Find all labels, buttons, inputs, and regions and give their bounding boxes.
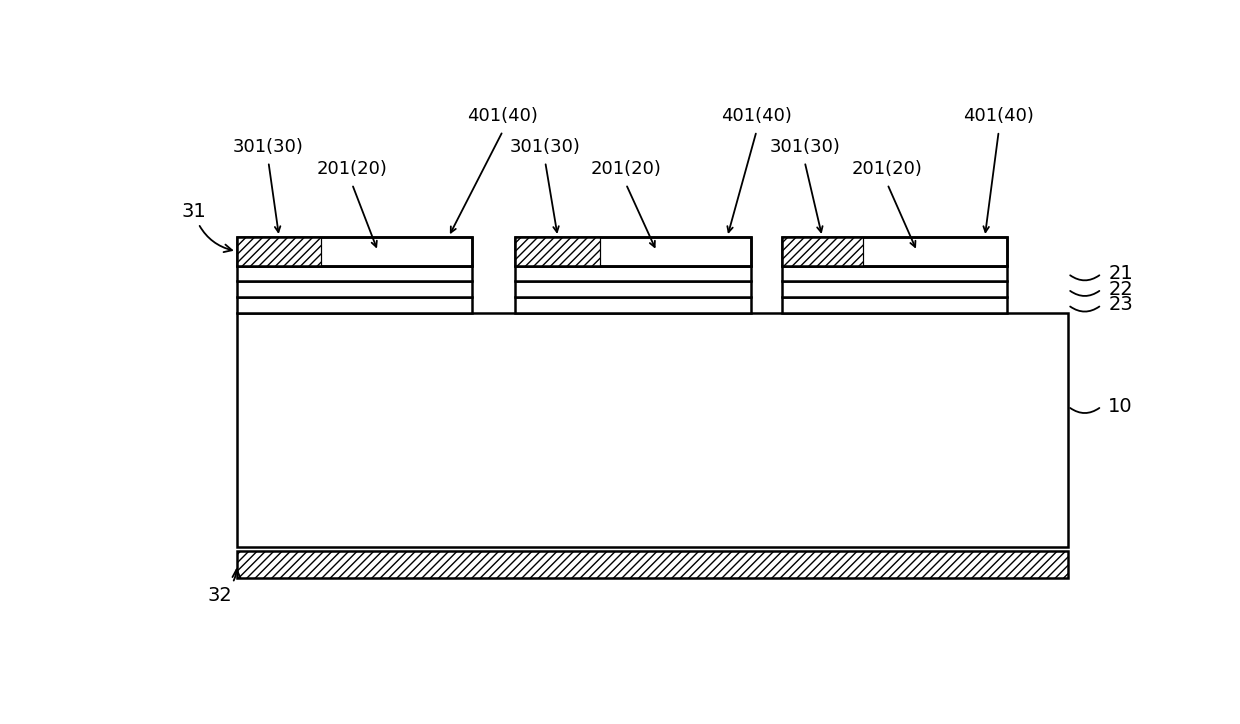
Bar bbox=[516, 237, 600, 266]
Text: 21: 21 bbox=[1109, 264, 1133, 283]
Bar bbox=[781, 282, 1007, 297]
Bar bbox=[237, 237, 472, 266]
Bar bbox=[237, 282, 472, 297]
Bar bbox=[781, 266, 1007, 282]
Text: 301(30): 301(30) bbox=[510, 138, 580, 156]
Bar bbox=[516, 282, 750, 297]
Text: 201(20): 201(20) bbox=[316, 160, 387, 178]
Bar bbox=[516, 237, 750, 266]
Text: 401(40): 401(40) bbox=[467, 107, 538, 125]
Bar bbox=[516, 297, 750, 313]
Text: 201(20): 201(20) bbox=[590, 160, 661, 178]
Bar bbox=[237, 297, 472, 313]
Text: 22: 22 bbox=[1109, 279, 1133, 299]
Text: 301(30): 301(30) bbox=[769, 138, 839, 156]
Text: 23: 23 bbox=[1109, 295, 1133, 314]
Bar bbox=[237, 551, 1068, 578]
Bar bbox=[237, 313, 1068, 547]
Text: 201(20): 201(20) bbox=[852, 160, 923, 178]
Bar bbox=[781, 237, 1007, 266]
Bar bbox=[781, 297, 1007, 313]
Text: 10: 10 bbox=[1109, 397, 1133, 416]
Text: 401(40): 401(40) bbox=[963, 107, 1034, 125]
Bar bbox=[781, 237, 863, 266]
Bar bbox=[237, 266, 472, 282]
Bar bbox=[237, 237, 321, 266]
Bar bbox=[516, 266, 750, 282]
Bar bbox=[237, 237, 472, 266]
Text: 31: 31 bbox=[181, 202, 232, 252]
Bar bbox=[516, 237, 750, 266]
Bar bbox=[781, 237, 1007, 266]
Text: 301(30): 301(30) bbox=[233, 138, 304, 156]
Text: 32: 32 bbox=[207, 570, 241, 605]
Text: 401(40): 401(40) bbox=[722, 107, 792, 125]
